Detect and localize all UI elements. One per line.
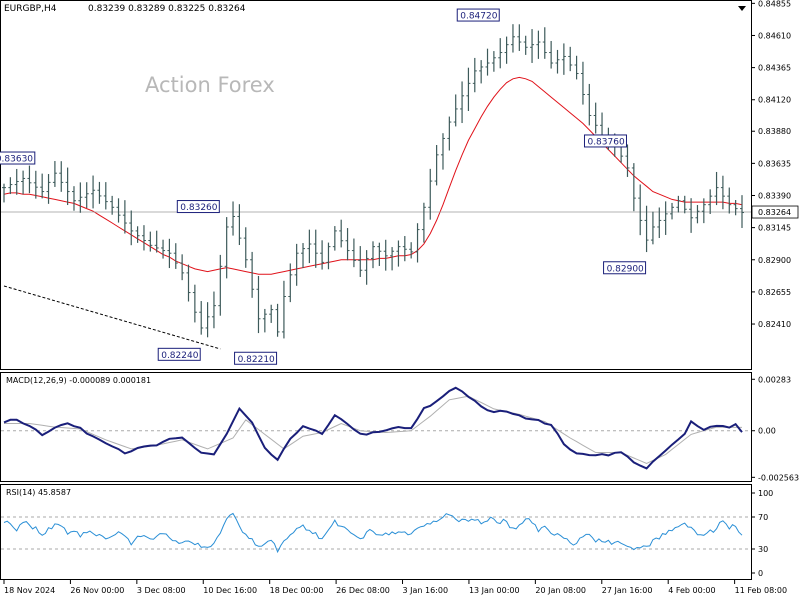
price-label-box <box>583 134 627 148</box>
time-axis-label: 11 Feb 08:00 <box>735 586 787 595</box>
price-axis-label: 0.83145 <box>758 224 791 233</box>
macd-title: MACD(12,26,9) -0.000089 0.000181 <box>6 376 151 385</box>
price-label-text: 0.84720 <box>460 12 497 22</box>
macd-axis-label: 0.00 <box>758 427 776 436</box>
macd-group <box>1 386 751 470</box>
rsi-axis-label: 100 <box>758 489 773 498</box>
price-label-box <box>157 347 201 361</box>
price-annotations-group: 0.83630 0.83260 0.82240 0.82210 0.84720 0.837… <box>0 8 647 365</box>
price-axis-label: 0.83880 <box>758 127 791 136</box>
macd-panel[interactable] <box>0 372 752 482</box>
rsi-title: RSI(14) 45.8587 <box>6 488 71 497</box>
rsi-group <box>1 512 751 554</box>
trendline <box>3 285 221 350</box>
price-axis-label: 0.84120 <box>758 96 791 105</box>
price-axis-label: 0.82410 <box>758 320 791 329</box>
price-label-box <box>0 151 36 165</box>
price-label-text: 0.82210 <box>238 355 275 365</box>
price-label-box <box>603 261 647 275</box>
trendline-group <box>3 285 221 350</box>
price-axis-label: 0.83390 <box>758 191 791 200</box>
price-label-text: 0.83760 <box>587 137 624 147</box>
price-axis-label: 0.82655 <box>758 288 791 297</box>
price-label-box <box>176 200 220 214</box>
current-price-tag <box>751 205 799 219</box>
price-axis-label: 0.84855 <box>758 0 791 8</box>
time-axis-label: 26 Nov 00:00 <box>70 586 124 595</box>
current-price-text: 0.83264 <box>758 208 791 217</box>
price-axis-label: 0.83635 <box>758 159 791 168</box>
price-axis-label: 0.82900 <box>758 256 791 265</box>
price-label-box <box>234 351 278 365</box>
time-axis-label: 18 Nov 2024 <box>4 586 55 595</box>
time-axis-label: 3 Dec 08:00 <box>137 586 186 595</box>
chart-header-ohlc: 0.83239 0.83289 0.83225 0.83264 <box>88 4 246 14</box>
price-label-text: 0.83260 <box>180 203 217 213</box>
time-axis-label: 18 Dec 00:00 <box>270 586 324 595</box>
watermark: Action Forex <box>145 73 275 97</box>
rsi-axis-label: 30 <box>758 545 768 554</box>
candles-group <box>2 24 744 339</box>
time-axis-label: 3 Jan 16:00 <box>403 586 449 595</box>
macd-axis-label: -0.002563 <box>758 473 799 482</box>
price-axis-label: 0.84365 <box>758 64 791 73</box>
price-panel[interactable] <box>0 0 752 370</box>
rsi-panel[interactable] <box>0 484 752 580</box>
chart-menu-chevron-icon[interactable] <box>738 6 746 11</box>
price-label-text: 0.82240 <box>161 351 198 361</box>
time-axis-label: 10 Dec 16:00 <box>203 586 257 595</box>
time-axis-label: 27 Jan 16:00 <box>602 586 653 595</box>
chart-header-symbol: EURGBP,H4 <box>4 4 57 14</box>
macd-axis-label: 0.00283 <box>758 375 791 384</box>
price-label-text: 0.82900 <box>607 264 644 274</box>
rsi-axis-label: 0 <box>758 569 763 578</box>
price-label-text: 0.83630 <box>0 155 33 165</box>
macd-line <box>3 386 743 470</box>
price-axis-label: 0.84610 <box>758 31 791 40</box>
time-axis-label: 4 Feb 00:00 <box>668 586 715 595</box>
time-axis-label: 13 Jan 00:00 <box>469 586 520 595</box>
time-axis-label: 26 Dec 08:00 <box>336 586 390 595</box>
price-label-box <box>456 8 500 22</box>
rsi-line <box>3 512 743 554</box>
rsi-axis-label: 70 <box>758 513 768 522</box>
time-axis-label: 20 Jan 08:00 <box>535 586 586 595</box>
axes-group: 0.84855 0.84610 0.84365 0.84120 0.83880 0.836… <box>3 0 799 595</box>
